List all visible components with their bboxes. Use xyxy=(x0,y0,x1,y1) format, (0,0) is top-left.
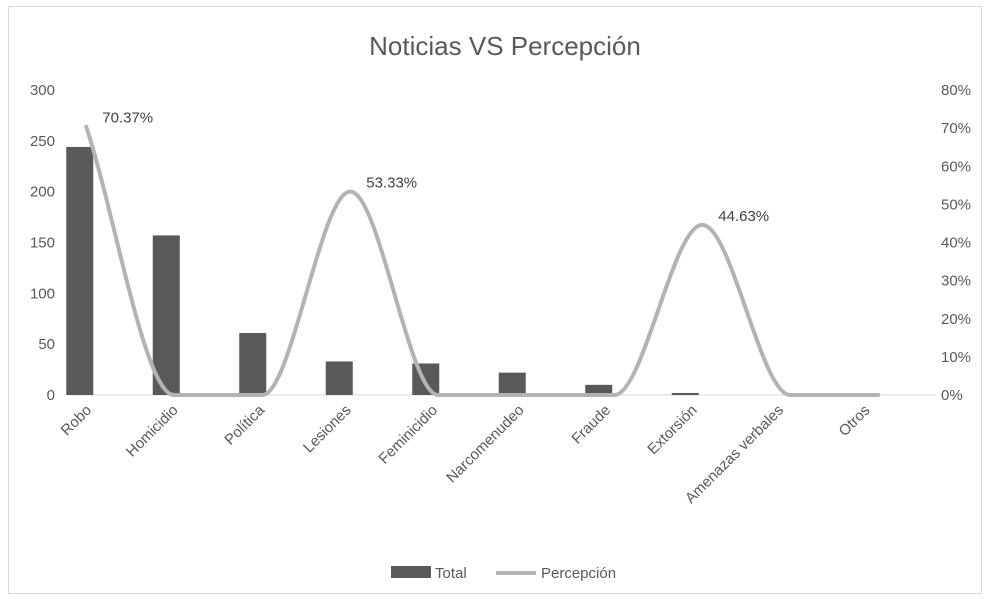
left-tick-label: 50 xyxy=(38,336,55,353)
left-tick-label: 0 xyxy=(47,387,55,404)
left-tick-label: 150 xyxy=(30,235,55,252)
category-label: Política xyxy=(221,401,268,448)
bars-total xyxy=(66,146,699,395)
category-label: Feminicidio xyxy=(375,402,441,468)
right-tick-label: 70% xyxy=(941,120,971,137)
category-label: Robo xyxy=(58,402,95,439)
chart-title: Noticias VS Percepción xyxy=(369,31,641,61)
bar-total xyxy=(671,392,699,395)
bar-total xyxy=(239,332,267,395)
data-label-percepcion: 44.63% xyxy=(718,208,769,225)
left-tick-label: 100 xyxy=(30,285,55,302)
right-tick-label: 30% xyxy=(941,273,971,290)
bar-total xyxy=(498,372,526,395)
bar-total xyxy=(325,361,353,395)
chart-area: Noticias VS Percepción 0 50 100 150 200 250 30… xyxy=(8,6,982,594)
category-label: Otros xyxy=(836,402,874,440)
legend-label-total: Total xyxy=(435,565,467,582)
right-axis: 0% 10% 20% 30% 40% 50% 60% 70% 80% xyxy=(941,82,971,404)
right-tick-label: 50% xyxy=(941,196,971,213)
left-tick-label: 200 xyxy=(30,184,55,201)
data-labels: 70.37% 53.33% 44.63% xyxy=(102,110,769,225)
category-labels: Robo Homicidio Política Lesiones Feminicidio… xyxy=(58,401,874,507)
line-percepcion xyxy=(84,124,881,398)
bar-total xyxy=(585,384,613,395)
left-tick-label: 300 xyxy=(30,82,55,99)
chart-svg: Noticias VS Percepción 0 50 100 150 200 250 30… xyxy=(30,31,971,582)
legend-swatch-total xyxy=(391,566,431,578)
bar-total xyxy=(66,146,94,395)
right-tick-label: 20% xyxy=(941,311,971,328)
legend: Total Percepción xyxy=(391,565,616,582)
category-label: Fraude xyxy=(568,402,614,448)
legend-label-percepcion: Percepción xyxy=(541,565,616,582)
left-tick-label: 250 xyxy=(30,133,55,150)
right-tick-label: 60% xyxy=(941,158,971,175)
right-tick-label: 40% xyxy=(941,235,971,252)
category-label: Extorsión xyxy=(644,402,700,458)
data-label-percepcion: 70.37% xyxy=(102,110,153,127)
category-label: Narcomenudeo xyxy=(443,402,528,487)
right-tick-label: 80% xyxy=(941,82,971,99)
data-label-percepcion: 53.33% xyxy=(366,175,417,192)
left-axis: 0 50 100 150 200 250 300 xyxy=(30,82,55,404)
bar-total xyxy=(152,235,180,395)
category-label: Amenazas verbales xyxy=(682,402,787,507)
right-tick-label: 10% xyxy=(941,349,971,366)
category-label: Homicidio xyxy=(123,402,182,461)
line-percepcion-path xyxy=(84,124,881,398)
right-tick-label: 0% xyxy=(941,387,963,404)
category-label: Lesiones xyxy=(300,402,354,456)
